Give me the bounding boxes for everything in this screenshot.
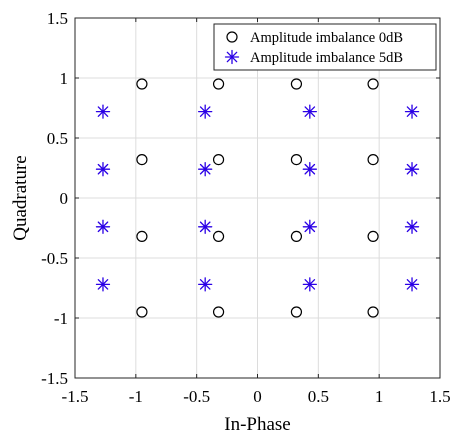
x-tick-label: 1 xyxy=(375,387,384,406)
y-tick-label: 1 xyxy=(60,69,69,88)
data-point xyxy=(212,230,225,242)
data-point xyxy=(95,219,111,234)
data-point xyxy=(198,162,213,177)
legend-label: Amplitude imbalance 5dB xyxy=(250,50,403,66)
data-point xyxy=(136,306,148,318)
data-point xyxy=(367,154,379,166)
data-point xyxy=(136,78,148,90)
data-point xyxy=(212,154,225,166)
data-point xyxy=(404,162,420,177)
data-point xyxy=(302,277,317,292)
data-point xyxy=(212,306,225,318)
data-point xyxy=(198,104,213,119)
series-1 xyxy=(136,78,379,318)
data-point xyxy=(302,162,317,177)
x-tick-label: 1.5 xyxy=(429,387,450,406)
data-point xyxy=(198,219,213,234)
grid xyxy=(75,18,440,378)
data-point xyxy=(198,277,213,292)
legend-box xyxy=(213,23,437,71)
data-point xyxy=(95,162,111,177)
y-tick-label: -1.5 xyxy=(41,369,68,388)
y-tick-label: 0 xyxy=(60,189,69,208)
axis-ticks: -1.5 -1 -0.5 0 0.5 1 1.5 -1.5 -1 -0.5 0 0.5 1 1.5 xyxy=(41,9,451,406)
data-point xyxy=(404,219,420,234)
data-point xyxy=(95,104,111,119)
x-axis-label: In-Phase xyxy=(224,414,290,435)
data-point xyxy=(136,154,148,166)
y-tick-label: 1.5 xyxy=(47,9,68,28)
x-tick-label: 0.5 xyxy=(308,387,329,406)
data-point xyxy=(290,230,303,242)
data-point xyxy=(290,78,303,90)
data-point xyxy=(404,277,420,292)
data-point xyxy=(95,277,111,292)
data-points xyxy=(95,78,420,318)
data-point xyxy=(290,154,303,166)
x-tick-label: -1.5 xyxy=(62,387,89,406)
y-axis-label: Quadrature xyxy=(10,155,31,240)
data-point xyxy=(290,306,303,318)
data-point xyxy=(212,78,225,90)
data-point xyxy=(367,230,379,242)
data-point xyxy=(404,104,420,119)
y-tick-label: -1 xyxy=(54,309,68,328)
legend-label: Amplitude imbalance 0dB xyxy=(250,30,403,46)
legend-marker xyxy=(226,31,238,43)
data-point xyxy=(302,219,317,234)
legend: Amplitude imbalance 0dB Amplitude imbalan… xyxy=(213,23,437,71)
data-point xyxy=(367,306,379,318)
series-2 xyxy=(95,104,420,292)
legend-marker xyxy=(224,49,240,65)
y-tick-label: -0.5 xyxy=(41,249,68,268)
y-tick-label: 0.5 xyxy=(47,129,68,148)
data-point xyxy=(367,78,379,90)
x-tick-label: -1 xyxy=(129,387,143,406)
x-tick-label: -0.5 xyxy=(183,387,210,406)
x-tick-label: 0 xyxy=(253,387,262,406)
data-point xyxy=(302,104,317,119)
data-point xyxy=(136,230,148,242)
